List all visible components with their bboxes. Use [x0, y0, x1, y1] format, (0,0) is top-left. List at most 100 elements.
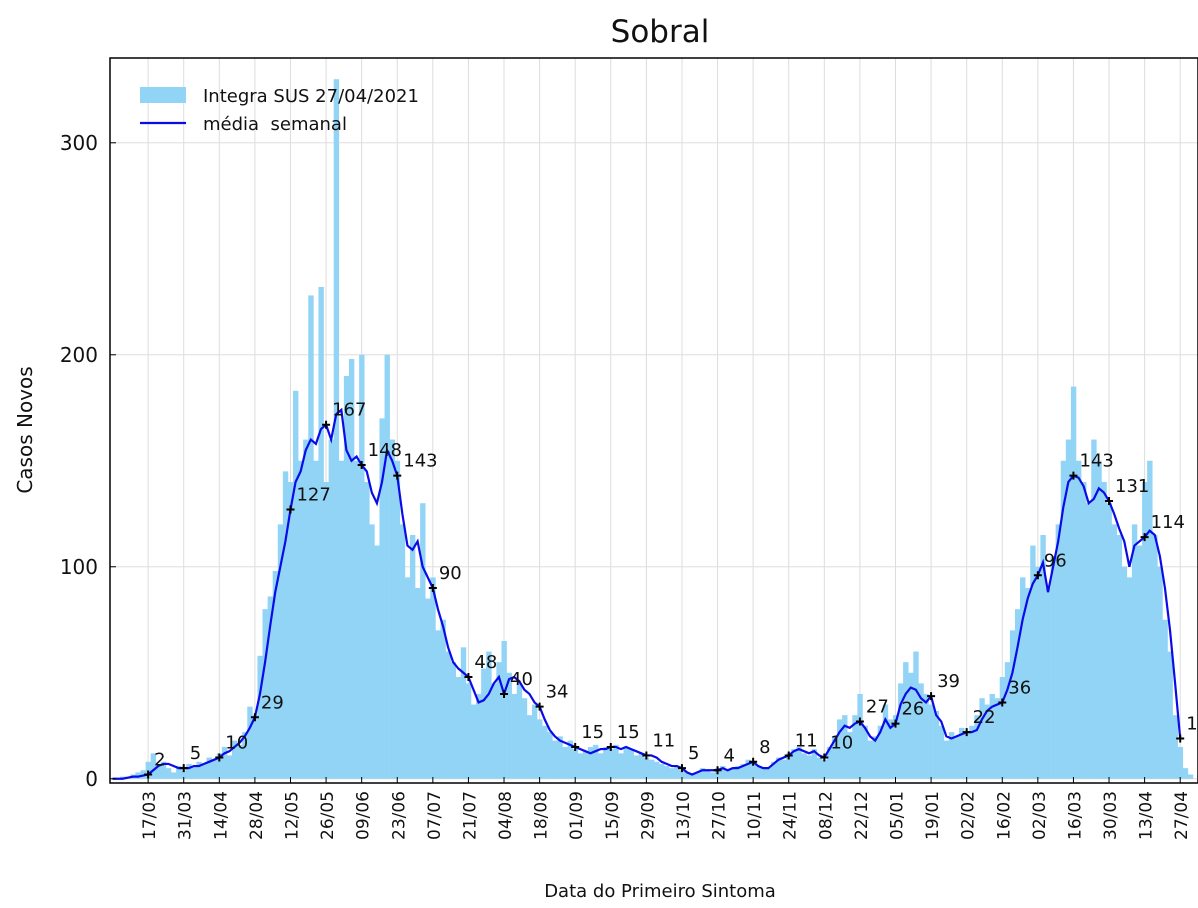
bar [1025, 587, 1031, 779]
bar [460, 647, 467, 779]
point-marker [286, 505, 295, 514]
x-tick-label: 17/03 [140, 791, 160, 840]
bar [786, 753, 792, 779]
bar [409, 534, 416, 779]
bar [923, 693, 929, 779]
bar [1162, 619, 1168, 779]
bar [837, 719, 843, 779]
bar [293, 390, 299, 779]
point-label: 48 [474, 652, 497, 673]
bar [1157, 566, 1163, 779]
bar [582, 751, 589, 779]
bar [735, 766, 741, 779]
bar [603, 746, 609, 779]
bar [709, 772, 716, 779]
point-marker [749, 757, 758, 766]
bar [806, 755, 812, 779]
bar [755, 766, 762, 779]
bar [557, 736, 563, 779]
bar [796, 746, 802, 779]
point-marker [784, 751, 793, 760]
bar [277, 524, 284, 779]
bar [643, 757, 650, 779]
bar [633, 755, 640, 779]
point-marker [820, 753, 829, 762]
point-marker [677, 764, 686, 773]
bar [1126, 577, 1133, 779]
bar [577, 753, 584, 779]
point-label: 10 [830, 733, 853, 754]
point-label: 5 [190, 743, 201, 764]
bar [638, 753, 645, 779]
point-label: 8 [759, 737, 770, 758]
bar [440, 619, 446, 779]
bar [959, 727, 965, 779]
y-tick-label: 100 [60, 555, 98, 579]
bar [252, 715, 258, 779]
point-label: 127 [296, 485, 330, 506]
bar [216, 753, 223, 779]
bar [801, 753, 807, 779]
x-tick-label: 19/01 [923, 791, 943, 840]
bar [242, 732, 248, 779]
bar [592, 744, 599, 779]
point-label: 26 [901, 699, 924, 720]
point-marker [357, 461, 366, 470]
bar [1136, 545, 1143, 779]
y-axis-label: Casos Novos [13, 366, 37, 493]
bar [491, 683, 497, 779]
bar [1177, 746, 1184, 779]
point-label: 5 [688, 743, 699, 764]
point-marker [322, 420, 331, 429]
bar [303, 439, 309, 779]
bar [287, 481, 294, 779]
bar [379, 418, 385, 779]
legend-label: Integra SUS 27/04/2021 [203, 86, 419, 107]
bar [1020, 577, 1026, 779]
bar [816, 757, 823, 779]
x-tick-label: 27/04 [1172, 791, 1192, 840]
bar [928, 704, 934, 779]
x-tick-label: 28/04 [247, 791, 267, 840]
bar [486, 651, 492, 779]
bar [262, 609, 268, 779]
bar [465, 683, 472, 779]
x-tick-label: 27/10 [710, 791, 730, 840]
point-marker [998, 698, 1007, 707]
point-label: 40 [510, 669, 533, 690]
legend-label: média semanal [203, 114, 347, 135]
point-label: 131 [1115, 476, 1149, 497]
bar [821, 759, 828, 779]
bar [613, 744, 619, 779]
bar [1035, 566, 1041, 779]
bar [399, 524, 406, 779]
point-label: 11 [652, 730, 675, 751]
bar [1086, 503, 1092, 779]
x-tick-label: 22/12 [852, 791, 872, 840]
bar [348, 359, 355, 779]
bar [964, 732, 970, 779]
bar [1014, 609, 1021, 779]
bar [852, 715, 858, 779]
point-marker [179, 764, 188, 773]
x-tick-label: 26/05 [318, 791, 338, 840]
point-marker [642, 751, 651, 760]
bar [862, 725, 868, 779]
bar [328, 439, 335, 779]
bar [740, 763, 746, 779]
point-marker [464, 673, 473, 682]
bar [1050, 556, 1056, 779]
bar [572, 749, 579, 779]
bar [323, 481, 329, 779]
bar [201, 763, 207, 779]
bar [648, 759, 655, 779]
bar [394, 460, 401, 779]
bar [842, 715, 848, 779]
bar [847, 732, 853, 779]
point-marker [891, 719, 900, 728]
bar [674, 766, 680, 779]
bar [343, 375, 350, 779]
point-marker [535, 702, 544, 711]
bar [892, 715, 899, 779]
bar [526, 715, 533, 779]
